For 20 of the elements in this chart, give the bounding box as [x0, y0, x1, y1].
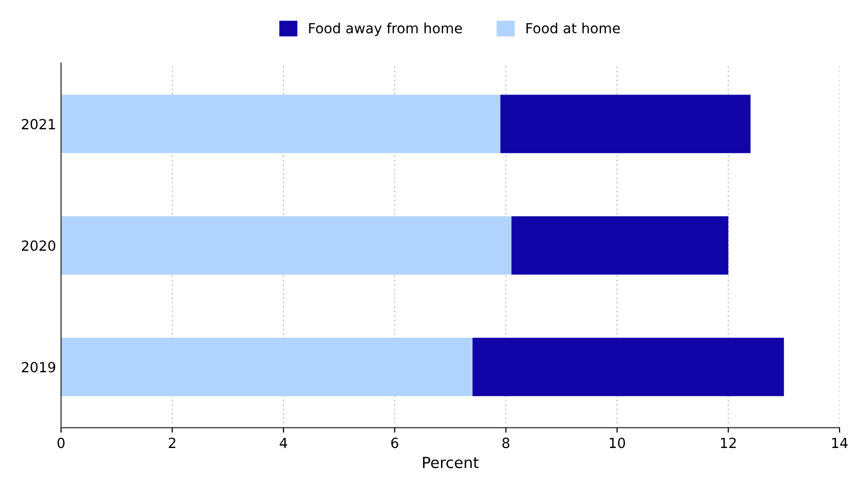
x-tick-label: 14 — [832, 438, 848, 448]
y-tick-label: 2021 — [22, 118, 55, 130]
legend-label: Food at home — [526, 22, 620, 34]
y-tick-label: 2020 — [22, 240, 56, 251]
y-tick-label: 2019 — [22, 362, 56, 372]
x-tick-label: 10 — [610, 438, 626, 448]
bar — [61, 94, 500, 154]
x-tick-label: 12 — [721, 438, 736, 448]
bar — [500, 94, 751, 154]
bar — [472, 338, 784, 396]
x-axis-title: Percent — [423, 456, 479, 468]
x-tick-label: 0 — [58, 438, 65, 448]
x-tick-label: 6 — [391, 438, 398, 448]
bar — [511, 216, 728, 275]
bar — [61, 338, 473, 396]
bar — [61, 216, 512, 275]
x-tick-label: 2 — [168, 438, 176, 448]
legend-label: Food away from home — [309, 22, 462, 36]
x-tick-label: 8 — [502, 438, 510, 448]
x-tick-label: 4 — [280, 438, 288, 448]
